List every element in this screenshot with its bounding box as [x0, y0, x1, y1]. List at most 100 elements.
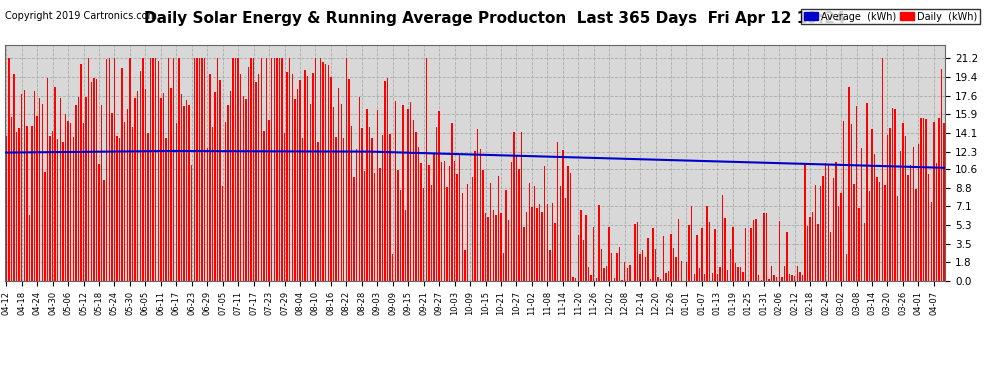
Bar	[570, 173, 571, 281]
Bar	[323, 62, 324, 281]
Bar	[451, 123, 452, 281]
Bar	[70, 123, 71, 281]
Bar	[278, 58, 280, 281]
Bar	[286, 72, 288, 281]
Bar	[265, 58, 267, 281]
Bar	[760, 280, 762, 281]
Bar	[635, 224, 636, 281]
Bar	[539, 204, 541, 281]
Bar	[59, 98, 61, 281]
Bar	[466, 184, 468, 281]
Bar	[415, 132, 417, 281]
Bar	[712, 273, 713, 281]
Bar	[90, 82, 92, 281]
Bar	[307, 76, 309, 281]
Bar	[797, 266, 798, 281]
Bar	[863, 224, 865, 281]
Bar	[619, 247, 620, 281]
Bar	[397, 170, 399, 281]
Bar	[778, 221, 780, 281]
Bar	[673, 249, 674, 281]
Legend: Average  (kWh), Daily  (kWh): Average (kWh), Daily (kWh)	[801, 9, 980, 24]
Bar	[609, 227, 610, 281]
Bar	[923, 118, 925, 281]
Bar	[848, 87, 849, 281]
Bar	[807, 226, 808, 281]
Bar	[273, 58, 275, 281]
Bar	[348, 79, 349, 281]
Bar	[145, 90, 147, 281]
Bar	[178, 58, 179, 281]
Bar	[495, 215, 497, 281]
Bar	[629, 266, 631, 281]
Bar	[588, 267, 589, 281]
Bar	[441, 162, 443, 281]
Bar	[255, 82, 256, 281]
Bar	[64, 114, 66, 281]
Bar	[289, 58, 290, 281]
Bar	[250, 58, 251, 281]
Bar	[722, 195, 724, 281]
Bar	[897, 196, 899, 281]
Bar	[493, 210, 494, 281]
Bar	[482, 170, 484, 281]
Bar	[98, 164, 100, 281]
Bar	[701, 228, 703, 281]
Bar	[624, 262, 626, 281]
Bar	[939, 118, 940, 281]
Bar	[387, 78, 388, 281]
Bar	[346, 58, 347, 281]
Bar	[644, 258, 645, 281]
Bar	[191, 165, 192, 281]
Bar	[320, 58, 322, 281]
Bar	[511, 162, 512, 281]
Bar	[109, 58, 110, 281]
Bar	[794, 276, 795, 281]
Bar	[707, 206, 708, 281]
Bar	[915, 189, 917, 281]
Bar	[379, 168, 380, 281]
Bar	[461, 194, 463, 281]
Bar	[765, 213, 767, 281]
Bar	[338, 88, 340, 281]
Bar	[745, 228, 746, 281]
Bar	[439, 111, 440, 281]
Bar	[709, 222, 711, 281]
Bar	[284, 133, 285, 281]
Bar	[688, 225, 690, 281]
Bar	[344, 138, 345, 281]
Bar	[127, 109, 128, 281]
Bar	[389, 135, 391, 281]
Bar	[534, 186, 536, 281]
Bar	[358, 97, 360, 281]
Bar	[485, 213, 486, 281]
Bar	[135, 98, 136, 281]
Bar	[258, 74, 259, 281]
Bar	[519, 168, 520, 281]
Bar	[122, 68, 123, 281]
Bar	[350, 126, 352, 281]
Bar	[246, 99, 247, 281]
Bar	[521, 132, 523, 281]
Bar	[699, 268, 700, 281]
Bar	[850, 124, 852, 281]
Bar	[384, 81, 386, 281]
Bar	[554, 223, 555, 281]
Bar	[165, 138, 166, 281]
Bar	[858, 209, 860, 281]
Bar	[500, 213, 502, 281]
Bar	[830, 232, 832, 281]
Bar	[921, 118, 922, 281]
Bar	[162, 93, 164, 281]
Bar	[436, 127, 438, 281]
Bar	[681, 261, 682, 281]
Bar	[16, 132, 17, 281]
Bar	[157, 61, 159, 281]
Bar	[667, 271, 669, 281]
Bar	[369, 127, 370, 281]
Bar	[647, 238, 648, 281]
Bar	[882, 58, 883, 281]
Bar	[209, 74, 211, 281]
Bar	[248, 67, 249, 281]
Bar	[791, 275, 793, 281]
